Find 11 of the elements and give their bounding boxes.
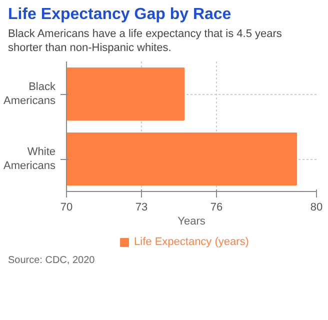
x-axis-title: Years	[178, 216, 206, 228]
x-tick-label: 80	[310, 202, 323, 214]
x-tick-label: 76	[210, 202, 223, 214]
chart-subtitle: Black Americans have a life expectancy that is 4.5 years shorter than non-Hispanic whites.	[8, 26, 283, 56]
source-note: Source: CDC, 2020	[8, 254, 95, 268]
y-tick-label: White Americans	[4, 146, 56, 173]
x-tick-label: 73	[135, 202, 148, 214]
chart-title: Life Expectancy Gap by Race	[8, 5, 232, 25]
legend-label: Life Expectancy (years)	[134, 236, 249, 248]
y-tick-label: Black Americans	[4, 81, 56, 108]
x-tick-label: 70	[60, 202, 73, 214]
